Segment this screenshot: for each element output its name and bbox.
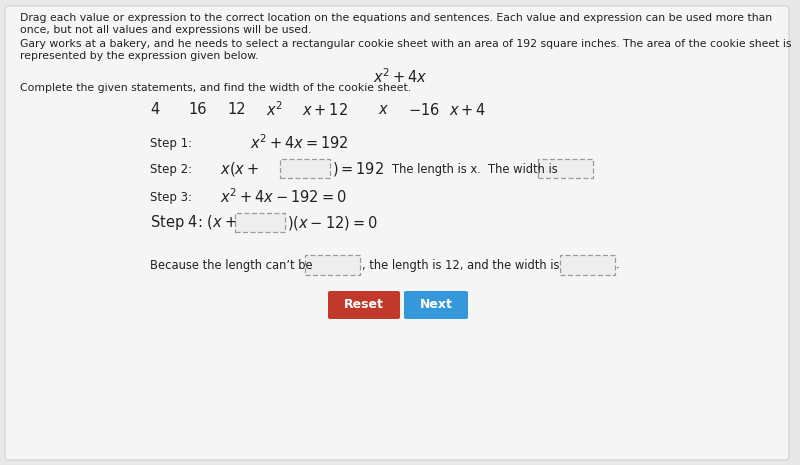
FancyBboxPatch shape (560, 255, 615, 274)
Text: $x(x +$: $x(x +$ (220, 160, 259, 178)
FancyBboxPatch shape (305, 255, 360, 274)
Text: , the length is 12, and the width is: , the length is 12, and the width is (362, 259, 559, 272)
Text: $) = 192$: $) = 192$ (332, 160, 384, 178)
Text: .: . (616, 259, 620, 272)
Text: Complete the given statements, and find the width of the cookie sheet.: Complete the given statements, and find … (20, 83, 411, 93)
Text: 12: 12 (228, 102, 246, 118)
Text: $-16$: $-16$ (408, 102, 440, 118)
Text: The length is x.  The width is: The length is x. The width is (392, 162, 558, 175)
Text: represented by the expression given below.: represented by the expression given belo… (20, 51, 258, 61)
Text: Drag each value or expression to the correct location on the equations and sente: Drag each value or expression to the cor… (20, 13, 772, 23)
FancyBboxPatch shape (328, 291, 400, 319)
Text: Step 1:: Step 1: (150, 137, 192, 150)
Text: once, but not all values and expressions will be used.: once, but not all values and expressions… (20, 25, 311, 35)
Text: $x^2 + 4x - 192 = 0$: $x^2 + 4x - 192 = 0$ (220, 188, 346, 206)
Text: $)(x - 12) = 0$: $)(x - 12) = 0$ (287, 214, 378, 232)
Text: $x+12$: $x+12$ (302, 102, 348, 118)
Text: Step 2:: Step 2: (150, 162, 192, 175)
FancyBboxPatch shape (538, 159, 593, 179)
Text: $x^2$: $x^2$ (266, 100, 283, 120)
Text: Because the length can’t be: Because the length can’t be (150, 259, 313, 272)
FancyBboxPatch shape (280, 159, 330, 179)
FancyBboxPatch shape (404, 291, 468, 319)
Text: $x^2 + 4x = 192$: $x^2 + 4x = 192$ (250, 133, 349, 153)
Text: 4: 4 (150, 102, 160, 118)
FancyBboxPatch shape (235, 213, 285, 232)
Text: $x+4$: $x+4$ (450, 102, 486, 118)
Text: $x$: $x$ (378, 102, 390, 118)
Text: Next: Next (419, 299, 453, 312)
Text: 16: 16 (189, 102, 207, 118)
Text: Reset: Reset (344, 299, 384, 312)
Text: $x^2 + 4x$: $x^2 + 4x$ (373, 67, 427, 86)
Text: Step 3:: Step 3: (150, 191, 192, 204)
FancyBboxPatch shape (5, 6, 789, 460)
Text: Step 4: $(x +$: Step 4: $(x +$ (150, 213, 237, 232)
Text: Gary works at a bakery, and he needs to select a rectangular cookie sheet with a: Gary works at a bakery, and he needs to … (20, 39, 791, 49)
